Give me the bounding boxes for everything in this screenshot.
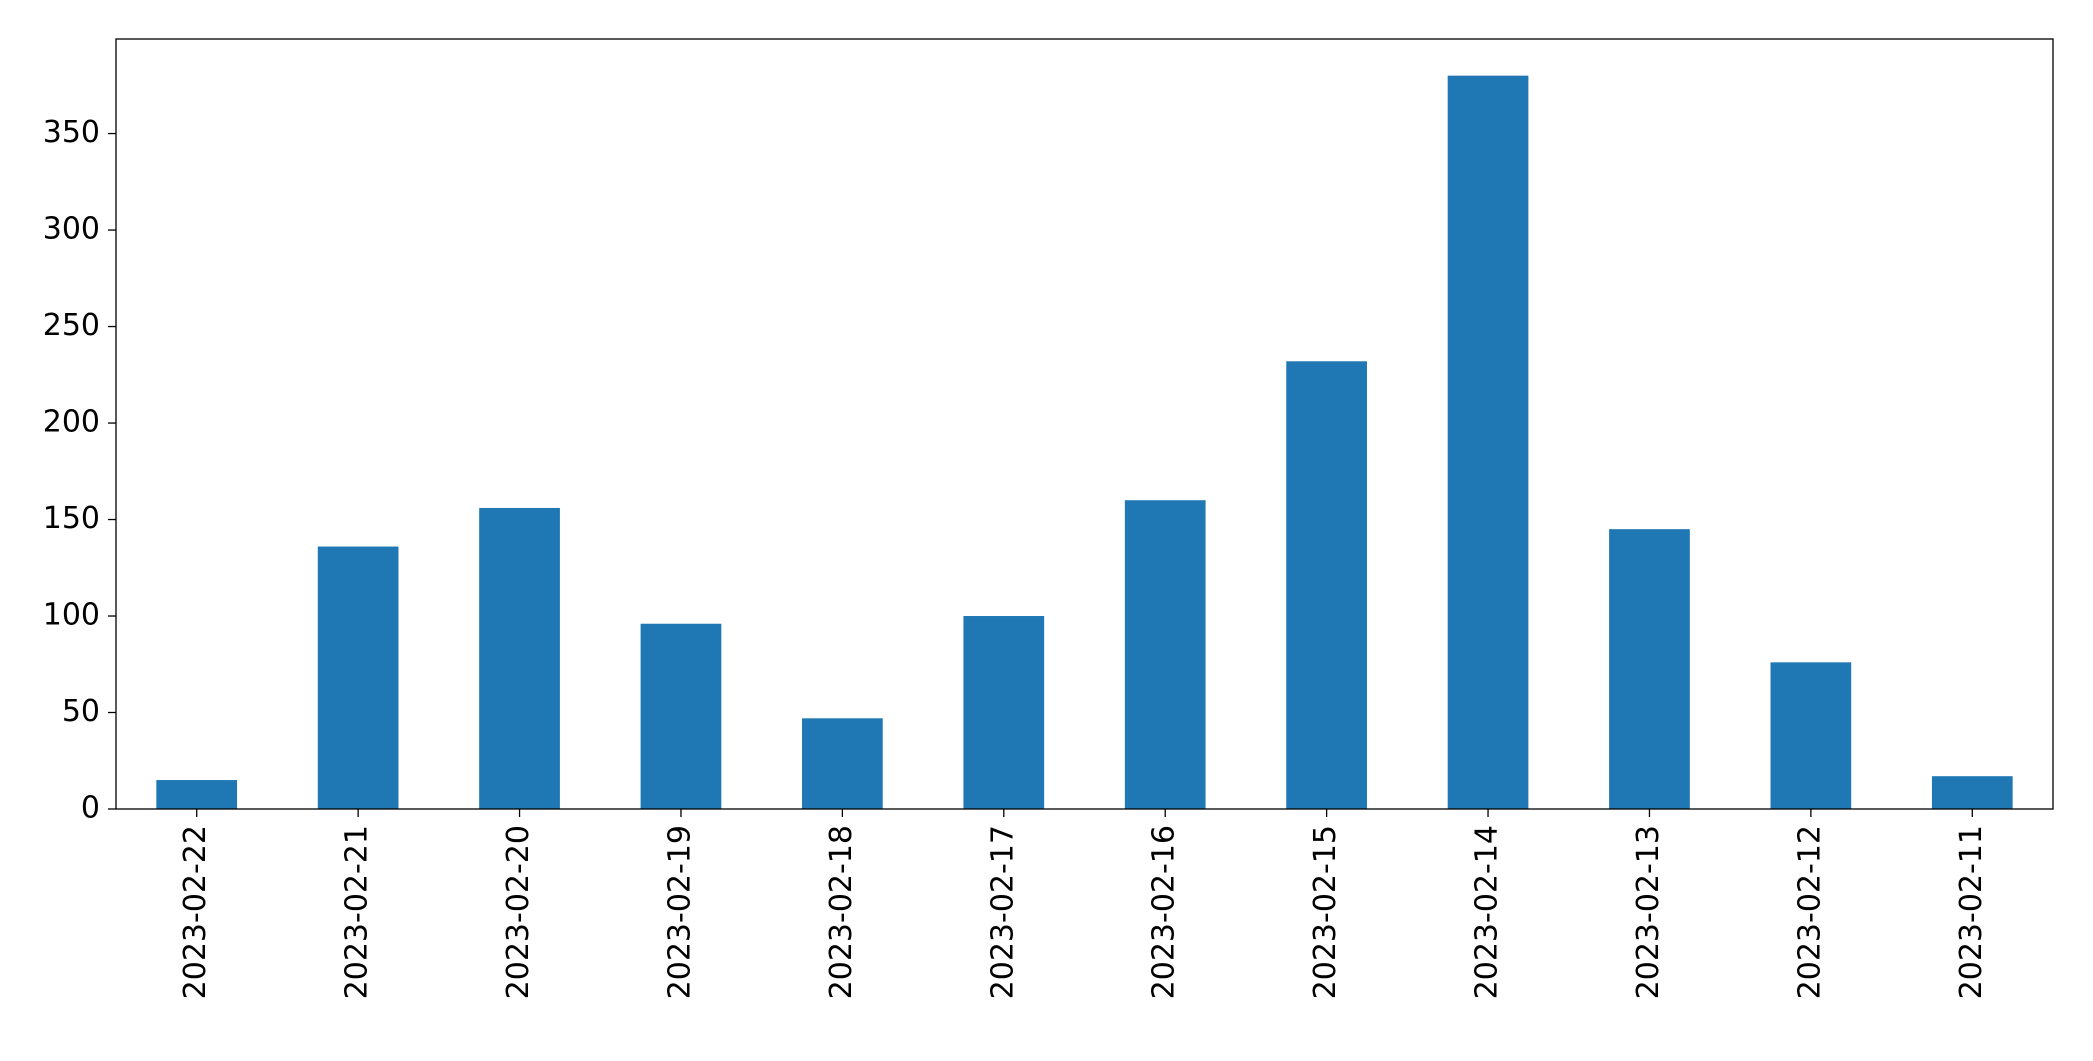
y-tick-label: 300 bbox=[43, 212, 100, 247]
y-tick-label: 350 bbox=[43, 115, 100, 150]
bar bbox=[1447, 75, 1529, 809]
bar bbox=[640, 623, 722, 809]
x-tick-label: 2023-02-13 bbox=[1631, 825, 1666, 999]
bar bbox=[963, 616, 1045, 809]
y-tick-label: 200 bbox=[43, 405, 100, 440]
x-tick-label: 2023-02-12 bbox=[1792, 825, 1827, 999]
x-tick-label: 2023-02-17 bbox=[985, 825, 1020, 999]
x-tick-label: 2023-02-14 bbox=[1470, 825, 1505, 999]
bar bbox=[317, 546, 399, 809]
x-tick-label: 2023-02-15 bbox=[1308, 825, 1343, 999]
bar bbox=[1286, 361, 1367, 809]
y-tick-label: 250 bbox=[43, 308, 100, 343]
x-tick-label: 2023-02-20 bbox=[501, 825, 536, 999]
bar bbox=[479, 507, 560, 809]
bar bbox=[1770, 662, 1852, 809]
x-tick-label: 2023-02-16 bbox=[1147, 825, 1182, 999]
plot-frame bbox=[115, 38, 2054, 810]
bar bbox=[156, 780, 238, 809]
bar bbox=[1124, 500, 1206, 809]
y-tick-label: 50 bbox=[62, 694, 100, 729]
x-tick-label: 2023-02-21 bbox=[340, 825, 375, 999]
bar bbox=[802, 718, 883, 809]
x-tick-label: 2023-02-22 bbox=[178, 825, 213, 999]
bar bbox=[1931, 776, 2013, 809]
x-tick-label: 2023-02-18 bbox=[824, 825, 859, 999]
bar bbox=[1609, 529, 1690, 809]
x-tick-label: 2023-02-19 bbox=[662, 825, 697, 999]
y-tick-label: 100 bbox=[43, 598, 100, 633]
y-tick-label: 0 bbox=[81, 791, 100, 826]
x-tick-label: 2023-02-11 bbox=[1954, 825, 1989, 999]
y-tick-label: 150 bbox=[43, 501, 100, 536]
